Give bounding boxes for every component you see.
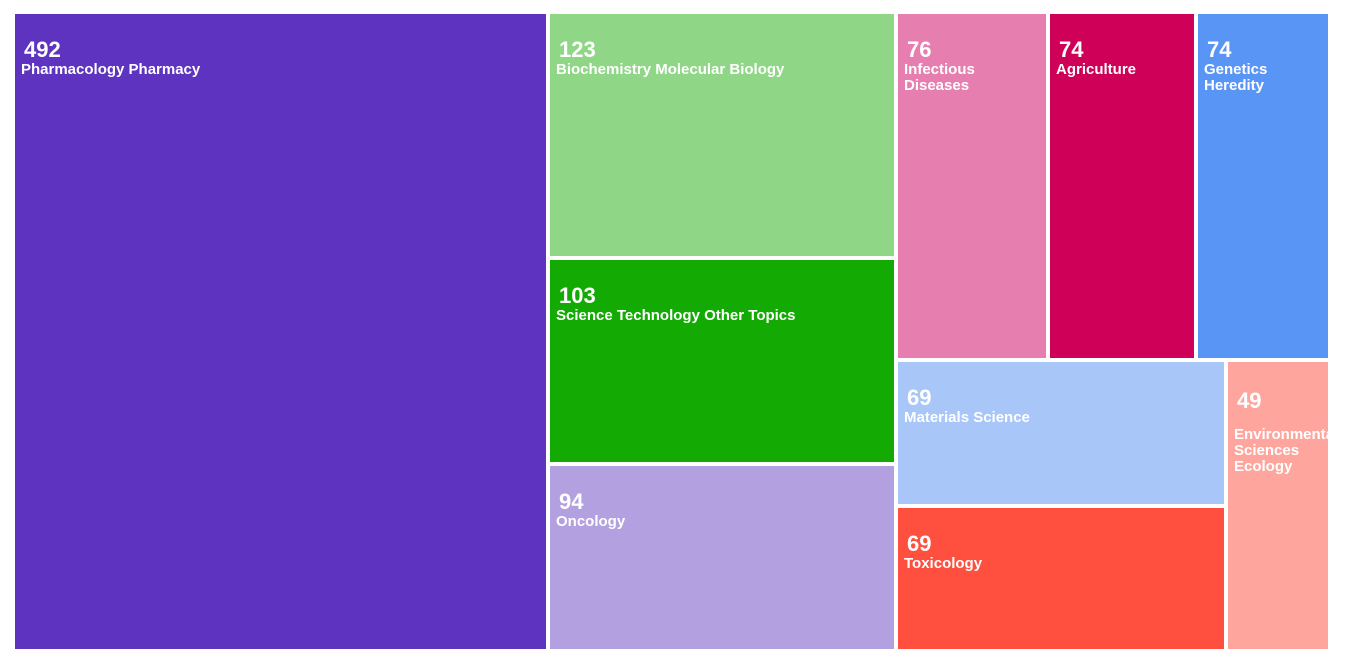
treemap-tile: 123 Biochemistry Molecular Biology (550, 14, 894, 256)
tile-value: 492 (24, 37, 61, 62)
tile-label: Agriculture (1056, 61, 1137, 78)
tile-label: Science Technology Other Topics (556, 307, 796, 324)
tile-value: 76 (907, 37, 932, 62)
treemap-tile: 74 Genetics Heredity (1198, 14, 1328, 358)
tile-value: 103 (559, 283, 596, 308)
treemap-tile: 492 Pharmacology Pharmacy (15, 14, 546, 649)
treemap-tile: 69 Materials Science (898, 362, 1224, 504)
treemap-tile: 69 Toxicology (898, 508, 1224, 649)
tile-value: 94 (559, 489, 584, 514)
tile-label: Biochemistry Molecular Biology (556, 61, 785, 78)
tile-label: Pharmacology Pharmacy (21, 61, 201, 78)
tile-value: 69 (907, 531, 932, 556)
tile-label: Environmental Sciences Ecology (1234, 426, 1328, 475)
tile-value: 74 (1059, 37, 1084, 62)
treemap-tile: 103 Science Technology Other Topics (550, 260, 894, 462)
treemap-tile: 76 Infectious Diseases (898, 14, 1046, 358)
tile-label: Oncology (556, 513, 626, 530)
tile-label: Infectious Diseases (904, 61, 975, 94)
tile-value: 49 (1237, 388, 1262, 413)
tile-label: Materials Science (904, 409, 1030, 426)
treemap-tile: 94 Oncology (550, 466, 894, 649)
treemap-tile: 74 Agriculture (1050, 14, 1194, 358)
tile-value: 69 (907, 385, 932, 410)
tile-value: 74 (1207, 37, 1232, 62)
tile-label: Toxicology (904, 555, 983, 572)
treemap-tile: 49 Environmental Sciences Ecology (1228, 362, 1328, 649)
tile-label: Genetics Heredity (1204, 61, 1268, 94)
tile-value: 123 (559, 37, 596, 62)
